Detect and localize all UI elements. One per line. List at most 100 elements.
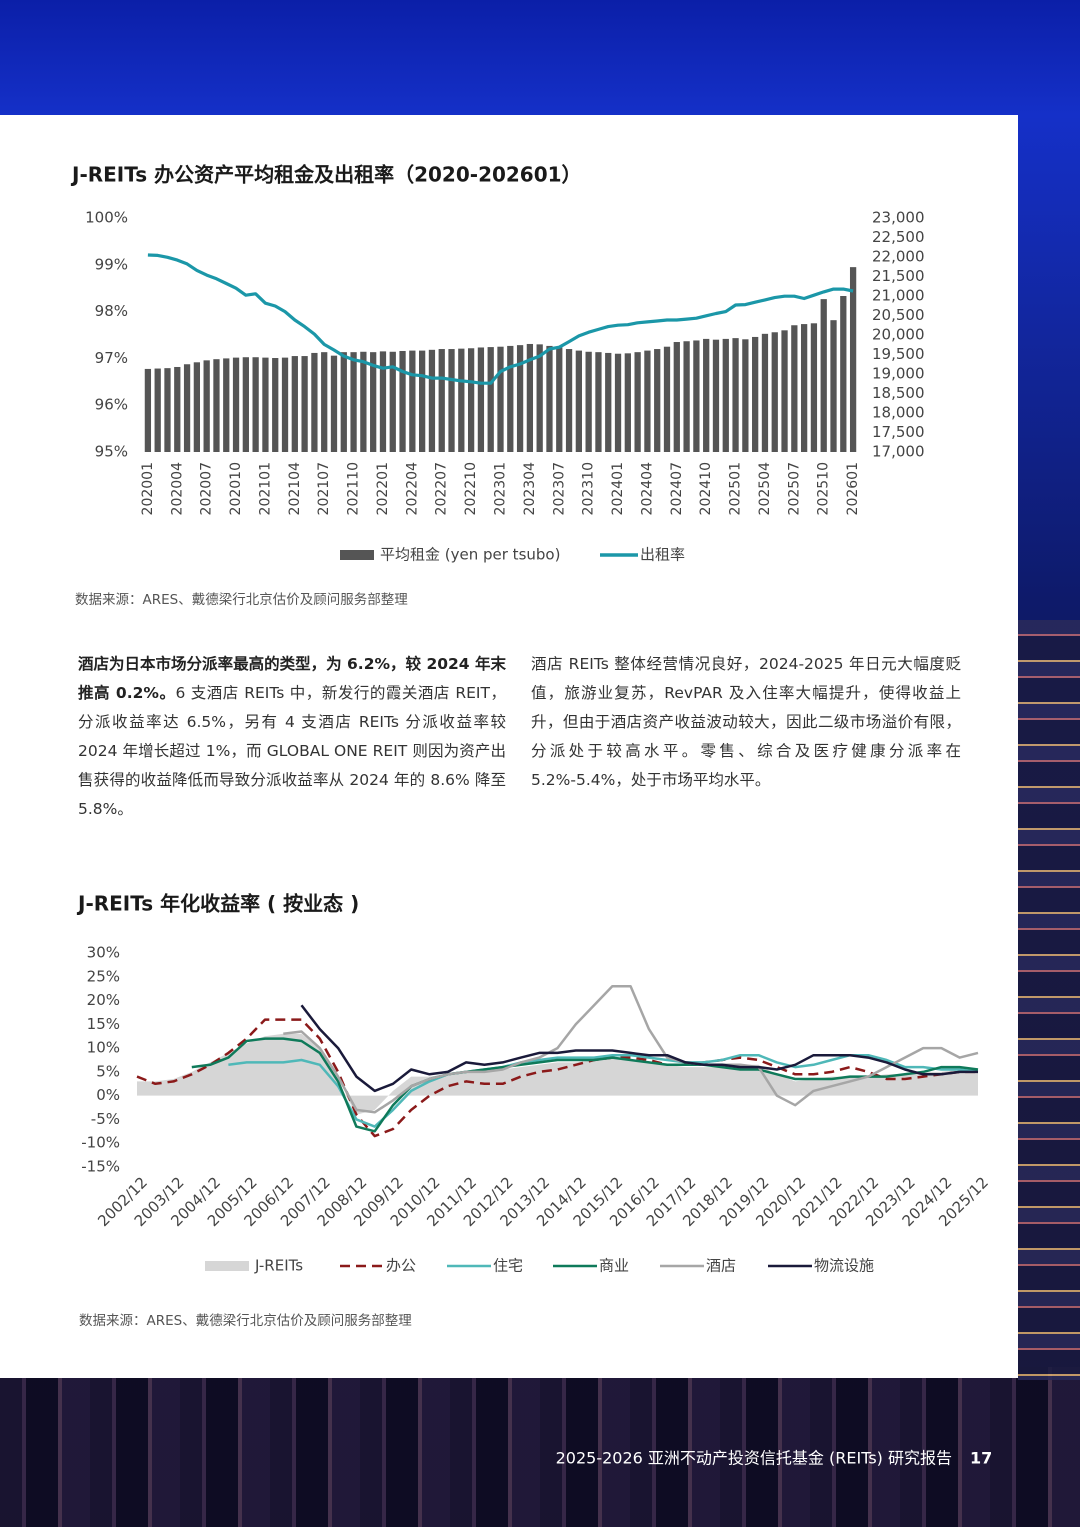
bar	[781, 330, 788, 452]
bar	[742, 339, 749, 452]
bar	[321, 352, 328, 452]
bar	[223, 358, 230, 452]
line	[191, 1037, 979, 1133]
bar	[389, 351, 396, 452]
y-tick-label: -5%	[91, 1110, 120, 1128]
x-tick-label: 202201	[375, 462, 391, 515]
y-tick-label: -15%	[81, 1158, 120, 1176]
x-tick-label: 202601	[845, 462, 861, 515]
x-tick-label: 202510	[816, 462, 832, 515]
bar	[487, 347, 494, 452]
y2-tick-label: 21,000	[872, 287, 925, 305]
bar	[291, 356, 298, 452]
legend-label: 住宅	[493, 1257, 523, 1275]
text: 酒店 REITs 整体经营情况良好，2024-2025 年日元大幅度贬值，旅游业…	[531, 655, 961, 789]
x-tick-label: 202001	[140, 462, 156, 515]
y2-tick-label: 22,000	[872, 248, 925, 266]
bar	[800, 324, 808, 452]
bar	[654, 349, 661, 452]
bar	[663, 346, 671, 452]
x-tick-label: 202410	[698, 462, 714, 515]
x-tick-label: 202204	[404, 462, 420, 516]
bar	[624, 353, 631, 452]
bar	[830, 320, 837, 452]
bar	[575, 350, 582, 452]
bar	[497, 346, 504, 452]
background-city	[1018, 620, 1080, 1380]
bar	[507, 345, 514, 452]
bar	[565, 349, 573, 452]
bar	[409, 350, 416, 452]
y2-tick-label: 23,000	[872, 209, 925, 227]
bar	[732, 338, 739, 452]
bar	[144, 368, 152, 452]
legend-swatch	[205, 1261, 249, 1271]
bar	[379, 351, 387, 452]
x-tick-label: 202210	[463, 462, 479, 515]
legend-label: 出租率	[640, 546, 685, 564]
bar	[183, 364, 191, 452]
y-tick-label: 97%	[95, 349, 128, 367]
y-tick-label: 20%	[87, 991, 120, 1009]
y-tick-label: 25%	[87, 967, 120, 985]
y2-tick-label: 21,500	[872, 267, 925, 285]
bar	[810, 323, 818, 452]
bar	[477, 347, 485, 452]
bar	[174, 366, 181, 452]
y2-tick-label: 20,000	[872, 326, 925, 344]
bar	[272, 358, 279, 452]
bar	[771, 332, 778, 452]
bar	[399, 350, 406, 452]
bar	[644, 350, 651, 452]
bar	[849, 267, 857, 452]
bar	[242, 357, 249, 452]
bar	[213, 359, 220, 452]
y-tick-label: 96%	[95, 396, 128, 414]
legend-label: 商业	[599, 1257, 629, 1275]
paragraph: 酒店 REITs 整体经营情况良好，2024-2025 年日元大幅度贬值，旅游业…	[531, 650, 961, 795]
bar	[585, 351, 592, 452]
text: 6 支酒店 REITs 中，新发行的霞关酒店 REIT，分派收益率达 6.5%，…	[78, 684, 506, 818]
bar	[360, 351, 367, 452]
bar	[614, 353, 622, 452]
x-tick-label: 202507	[786, 462, 802, 515]
x-tick-label: 202310	[581, 462, 597, 515]
bar	[673, 342, 680, 452]
bar	[281, 357, 289, 452]
bar	[252, 357, 259, 452]
page-number: 17	[970, 1449, 992, 1468]
x-tick-label: 202004	[169, 462, 185, 516]
bar	[262, 357, 269, 452]
area	[137, 1033, 978, 1115]
bar	[467, 348, 475, 452]
bar	[516, 345, 524, 452]
legend-swatch	[340, 550, 374, 560]
bar	[419, 350, 426, 452]
bar	[752, 336, 759, 452]
x-tick-label: 202404	[639, 462, 655, 516]
y-tick-label: 99%	[95, 255, 128, 273]
bar	[840, 296, 847, 452]
content-card	[0, 115, 1018, 1378]
bar	[438, 349, 445, 452]
legend-label: 物流设施	[814, 1257, 874, 1275]
bar	[370, 352, 377, 452]
legend-label: 平均租金 (yen per tsubo)	[380, 546, 560, 564]
bar	[556, 347, 563, 452]
y2-tick-label: 17,000	[872, 443, 925, 461]
bar	[203, 360, 210, 452]
y-tick-label: 30%	[87, 944, 120, 962]
bar	[595, 352, 602, 452]
bar	[634, 352, 641, 452]
chart-title: J-REITs 年化收益率 ( 按业态 )	[76, 892, 359, 916]
chart-title: J-REITs 办公资产平均租金及出租率（2020-202601）	[70, 163, 582, 187]
y2-tick-label: 18,000	[872, 404, 925, 422]
x-tick-label: 202401	[610, 462, 626, 515]
source-note: 数据来源：ARES、戴德梁行北京估价及顾问服务部整理	[79, 1313, 412, 1329]
bar	[712, 339, 720, 452]
y-tick-label: -10%	[81, 1134, 120, 1152]
x-tick-label: 202307	[551, 462, 567, 515]
x-tick-label: 202110	[346, 462, 362, 515]
